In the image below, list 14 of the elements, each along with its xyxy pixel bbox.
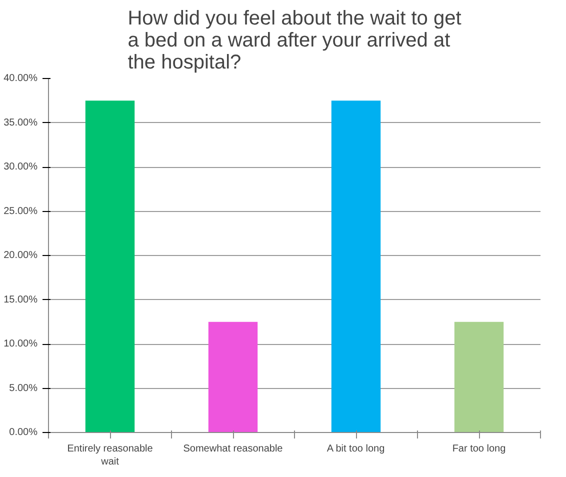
y-tick-label: 20.00% <box>4 250 38 261</box>
y-tick-label: 15.00% <box>4 294 38 306</box>
y-tick-label: 5.00% <box>9 382 38 394</box>
y-tick-label: 30.00% <box>4 162 38 172</box>
y-tick-label: 35.00% <box>4 117 38 128</box>
chart-title: How did you feel about the wait to get a bed on a ward after your arrived at the hospital? <box>128 8 462 74</box>
y-tick-label: 25.00% <box>4 206 38 217</box>
x-tick-label: Entirely reasonable wait <box>67 444 154 468</box>
y-tick-label: 40.00% <box>4 73 38 84</box>
x-tick-label: Somewhat reasonable <box>183 444 284 454</box>
y-tick-label: 0.00% <box>9 427 38 438</box>
x-tick-label: Far too long <box>452 444 506 454</box>
y-tick-label: 10.00% <box>4 338 38 350</box>
x-tick-label: A bit too long <box>326 444 385 454</box>
